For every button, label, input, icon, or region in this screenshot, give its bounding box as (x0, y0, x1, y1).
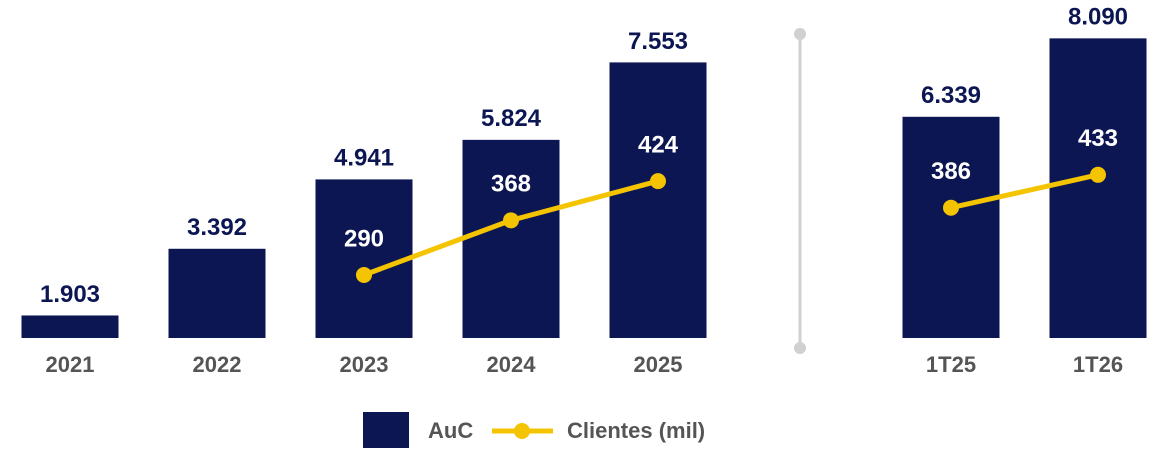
bar (462, 139, 560, 338)
x-tick-label: 2025 (634, 352, 683, 377)
data-label: 6.339 (921, 82, 981, 109)
data-label: 1.903 (40, 281, 100, 308)
bar (315, 179, 413, 338)
legend-swatch (514, 423, 530, 439)
data-label: 5.824 (481, 105, 542, 132)
data-label: 433 (1078, 125, 1118, 152)
legend-label: Clientes (mil) (567, 418, 705, 443)
legend-swatch (363, 412, 409, 448)
line (950, 172, 1099, 211)
x-tick-label: 2022 (193, 352, 242, 377)
data-label: 424 (638, 131, 679, 158)
legend-label: AuC (428, 418, 473, 443)
point (356, 266, 372, 283)
bar (902, 116, 1000, 338)
bar (1049, 38, 1147, 339)
data-label: 386 (931, 158, 971, 185)
bar (168, 248, 266, 338)
bar (609, 62, 707, 339)
data-label: 7.553 (628, 28, 688, 55)
legend: AuC Clientes (mil) (363, 412, 705, 448)
x-tick-label: 1T26 (1073, 352, 1123, 377)
divider-end (794, 342, 806, 354)
point (650, 173, 666, 190)
x-tick-label: 2023 (340, 352, 389, 377)
point (1090, 166, 1106, 183)
data-label: 368 (491, 171, 531, 198)
x-tick-label: 2021 (46, 352, 95, 377)
divider-end (794, 28, 806, 40)
data-label: 4.941 (334, 145, 394, 172)
x-tick-label: 1T25 (926, 352, 976, 377)
data-label: 3.392 (187, 214, 247, 241)
data-label: 290 (344, 225, 384, 252)
data-label: 8.090 (1068, 4, 1128, 31)
x-tick-label: 2024 (487, 352, 537, 377)
point (503, 212, 519, 229)
bar (21, 315, 119, 338)
point (943, 199, 959, 216)
